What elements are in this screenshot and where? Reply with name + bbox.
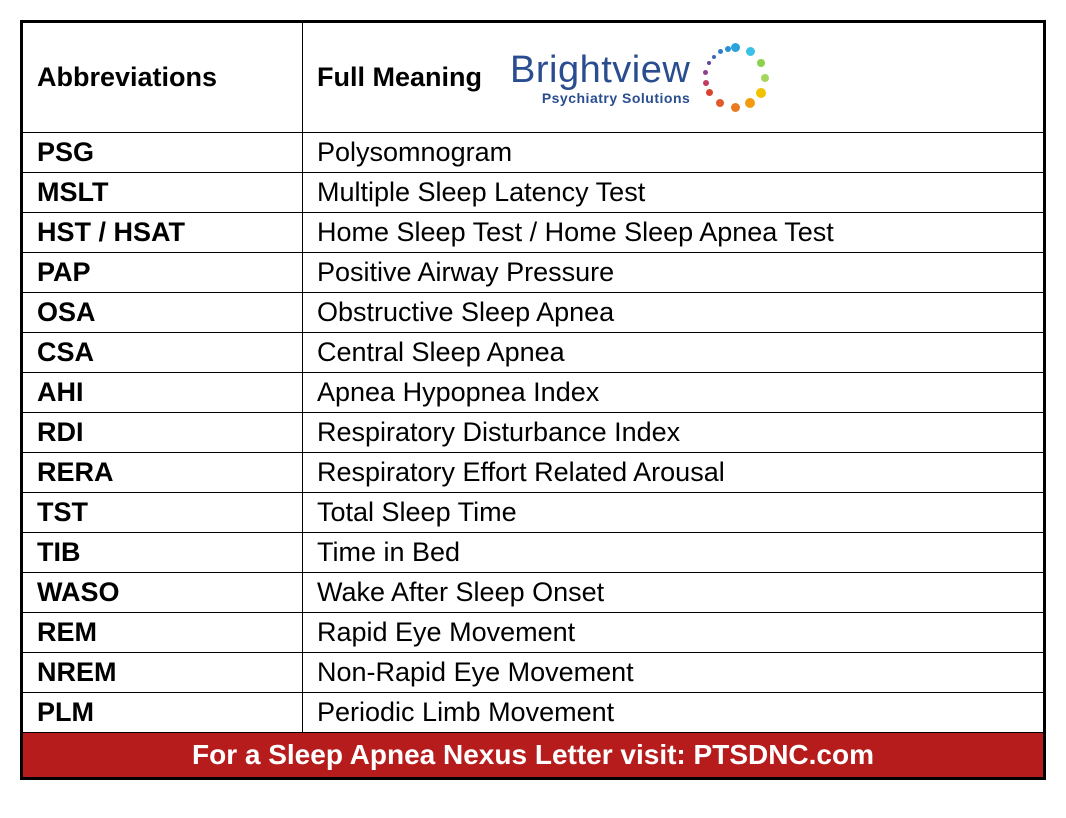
cell-meaning: Periodic Limb Movement	[303, 693, 1044, 733]
cell-meaning: Obstructive Sleep Apnea	[303, 293, 1044, 333]
header-meaning-label: Full Meaning	[317, 62, 482, 93]
table-row: HST / HSATHome Sleep Test / Home Sleep A…	[23, 213, 1044, 253]
cell-meaning: Apnea Hypopnea Index	[303, 373, 1044, 413]
table-row: RDIRespiratory Disturbance Index	[23, 413, 1044, 453]
cell-abbrev: REM	[23, 613, 303, 653]
header-full-meaning: Full Meaning Brightview Psychiatry Solut…	[303, 23, 1044, 133]
cell-abbrev: HST / HSAT	[23, 213, 303, 253]
logo-dot-icon	[712, 55, 716, 59]
cell-meaning: Non-Rapid Eye Movement	[303, 653, 1044, 693]
table-row: TIBTime in Bed	[23, 533, 1044, 573]
table-row: NREMNon-Rapid Eye Movement	[23, 653, 1044, 693]
header-abbrev-label: Abbreviations	[37, 62, 217, 92]
cell-abbrev: PLM	[23, 693, 303, 733]
logo-dot-icon	[716, 99, 724, 107]
abbreviations-table: Abbreviations Full Meaning Brightview Ps…	[22, 22, 1044, 778]
logo-tagline-text: Psychiatry Solutions	[542, 91, 690, 105]
logo-dot-icon	[756, 88, 766, 98]
logo-dot-icon	[746, 47, 755, 56]
table-container: Abbreviations Full Meaning Brightview Ps…	[20, 20, 1046, 780]
header-abbreviations: Abbreviations	[23, 23, 303, 133]
logo-dot-icon	[703, 70, 708, 75]
table-row: WASOWake After Sleep Onset	[23, 573, 1044, 613]
table-row: PSGPolysomnogram	[23, 133, 1044, 173]
brightview-logo: Brightview Psychiatry Solutions	[510, 43, 780, 113]
logo-dot-icon	[718, 49, 723, 54]
cell-meaning: Multiple Sleep Latency Test	[303, 173, 1044, 213]
logo-dot-icon	[706, 89, 713, 96]
cell-meaning: Respiratory Effort Related Arousal	[303, 453, 1044, 493]
cell-abbrev: PAP	[23, 253, 303, 293]
table-footer-row: For a Sleep Apnea Nexus Letter visit: PT…	[23, 733, 1044, 778]
logo-dot-icon	[725, 46, 731, 52]
cell-abbrev: OSA	[23, 293, 303, 333]
table-row: CSACentral Sleep Apnea	[23, 333, 1044, 373]
cell-meaning: Central Sleep Apnea	[303, 333, 1044, 373]
logo-dot-icon	[731, 103, 740, 112]
cell-abbrev: MSLT	[23, 173, 303, 213]
cell-abbrev: WASO	[23, 573, 303, 613]
cell-meaning: Home Sleep Test / Home Sleep Apnea Test	[303, 213, 1044, 253]
table-row: OSAObstructive Sleep Apnea	[23, 293, 1044, 333]
cell-abbrev: RDI	[23, 413, 303, 453]
logo-dot-icon	[707, 61, 711, 65]
cell-abbrev: NREM	[23, 653, 303, 693]
table-row: PAPPositive Airway Pressure	[23, 253, 1044, 293]
cell-abbrev: PSG	[23, 133, 303, 173]
logo-brand-text: Brightview	[510, 51, 690, 89]
logo-dot-icon	[757, 59, 765, 67]
logo-dot-icon	[703, 80, 709, 86]
cell-abbrev: TST	[23, 493, 303, 533]
cell-abbrev: AHI	[23, 373, 303, 413]
logo-dot-ring-icon	[700, 43, 770, 113]
footer-cta: For a Sleep Apnea Nexus Letter visit: PT…	[23, 733, 1044, 778]
cell-abbrev: RERA	[23, 453, 303, 493]
table-row: AHIApnea Hypopnea Index	[23, 373, 1044, 413]
cell-meaning: Positive Airway Pressure	[303, 253, 1044, 293]
cell-abbrev: CSA	[23, 333, 303, 373]
table-row: RERARespiratory Effort Related Arousal	[23, 453, 1044, 493]
cell-meaning: Polysomnogram	[303, 133, 1044, 173]
logo-dot-icon	[745, 98, 755, 108]
cell-meaning: Wake After Sleep Onset	[303, 573, 1044, 613]
table-row: TSTTotal Sleep Time	[23, 493, 1044, 533]
table-row: PLMPeriodic Limb Movement	[23, 693, 1044, 733]
cell-abbrev: TIB	[23, 533, 303, 573]
cell-meaning: Rapid Eye Movement	[303, 613, 1044, 653]
logo-dot-icon	[761, 74, 769, 82]
cell-meaning: Respiratory Disturbance Index	[303, 413, 1044, 453]
cell-meaning: Total Sleep Time	[303, 493, 1044, 533]
logo-dot-icon	[731, 43, 740, 52]
table-row: MSLTMultiple Sleep Latency Test	[23, 173, 1044, 213]
table-row: REMRapid Eye Movement	[23, 613, 1044, 653]
table-body: PSGPolysomnogramMSLTMultiple Sleep Laten…	[23, 133, 1044, 733]
cell-meaning: Time in Bed	[303, 533, 1044, 573]
table-header-row: Abbreviations Full Meaning Brightview Ps…	[23, 23, 1044, 133]
